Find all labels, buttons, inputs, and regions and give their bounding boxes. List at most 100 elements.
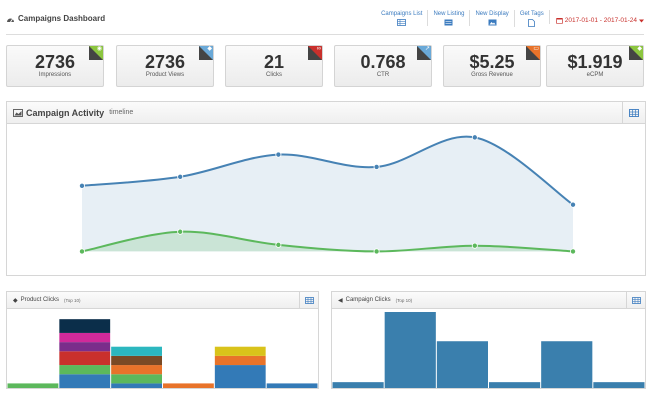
bar-segment (266, 383, 318, 388)
new-display-link[interactable]: New Display (469, 10, 513, 26)
bar-segment (7, 383, 59, 388)
data-point (177, 173, 184, 180)
dashboard-icon (7, 18, 14, 22)
bar (332, 382, 384, 388)
data-point (373, 248, 380, 255)
stat-product-views[interactable]: ◆ 2736 Product Views (116, 45, 214, 87)
stat-corner (417, 46, 431, 60)
caret-down-icon (639, 19, 644, 22)
data-point (570, 248, 577, 255)
data-point (275, 241, 282, 248)
tag-icon: ◆ (637, 46, 642, 52)
data-point (471, 242, 478, 249)
panel-title: Campaign Activity timeline (13, 108, 133, 118)
area-chart-icon (13, 108, 23, 117)
activity-subtitle: timeline (109, 109, 134, 116)
link-icon: ∞ (316, 46, 321, 52)
top-bar: Campaigns Dashboard Campaigns List New L… (6, 8, 644, 35)
bullhorn-icon: ◀ (338, 297, 343, 304)
stat-label: Impressions (38, 72, 72, 78)
table-view-button[interactable] (622, 102, 645, 123)
tag-icon: ◆ (13, 297, 18, 304)
money-icon: ▭ (533, 46, 539, 52)
bar (436, 341, 488, 388)
table-view-button[interactable] (299, 292, 318, 308)
data-point (373, 163, 380, 170)
stat-ecpm[interactable]: ◆ $1.919 eCPM (546, 45, 644, 87)
bar-segment (163, 383, 214, 388)
stat-clicks[interactable]: ∞ 21 Clicks (225, 45, 323, 87)
page-title-text: Campaigns Dashboard (18, 14, 106, 23)
image-icon (488, 19, 497, 26)
data-point (79, 182, 86, 189)
series-area (82, 136, 573, 252)
table-icon (304, 296, 314, 304)
stat-corner (199, 46, 213, 60)
stat-impressions[interactable]: ◉ 2736 Impressions (6, 45, 104, 87)
get-tags-link[interactable]: Get Tags (513, 10, 549, 27)
stat-value: 0.768 (360, 52, 406, 72)
bar (384, 312, 436, 388)
bar (593, 382, 645, 388)
series-line (81, 230, 574, 253)
campaigns-list-link[interactable]: Campaigns List (376, 10, 427, 26)
stat-value: $5.25 (469, 52, 515, 72)
panel-header: ◀ Campaign Clicks (Top 10) (332, 292, 645, 309)
bar-segment (59, 319, 111, 333)
bar-segment (59, 332, 111, 343)
panel-title: ◀ Campaign Clicks (Top 10) (338, 297, 412, 304)
new-listing-label: New Listing (433, 11, 465, 17)
stat-corner (89, 46, 103, 60)
share-icon: ↗ (424, 46, 430, 52)
document-icon (528, 19, 536, 27)
list-icon (444, 19, 453, 26)
campaign-clicks-subtitle: (Top 10) (395, 297, 413, 303)
product-clicks-subtitle: (Top 10) (63, 297, 81, 303)
activity-title: Campaign Activity (26, 107, 105, 118)
stat-label: Gross Revenue (471, 72, 513, 78)
data-point (570, 201, 577, 208)
stat-gross-revenue[interactable]: ▭ $5.25 Gross Revenue (443, 45, 541, 87)
table-view-button[interactable] (626, 292, 645, 308)
tag-icon: ◆ (207, 46, 212, 52)
bar-segment (59, 342, 111, 352)
stat-value: 21 (263, 52, 285, 72)
product-clicks-title: Product Clicks (20, 297, 59, 303)
stat-label: Clicks (266, 72, 282, 78)
panel-header: Campaign Activity timeline (7, 102, 645, 124)
product-clicks-chart (7, 319, 318, 388)
bar-segment (59, 351, 111, 366)
stat-corner (526, 46, 540, 60)
series-area (82, 231, 573, 252)
campaign-clicks-chart (332, 312, 645, 388)
stat-value: 2736 (144, 52, 186, 72)
page-title: Campaigns Dashboard (6, 14, 105, 23)
new-listing-link[interactable]: New Listing (427, 10, 469, 26)
data-point (79, 248, 86, 255)
stat-ctr[interactable]: ↗ 0.768 CTR (334, 45, 432, 87)
bar-segment (214, 346, 266, 356)
bar (541, 341, 593, 388)
stat-value: 2736 (34, 52, 76, 72)
panel-header: ◆ Product Clicks (Top 10) (7, 292, 318, 309)
date-range-picker[interactable]: 2017-01-01 - 2017-01-24 (548, 10, 644, 24)
product-clicks-panel: ◆ Product Clicks (Top 10) (6, 291, 319, 389)
bar (489, 382, 541, 388)
bar-segment (214, 355, 266, 366)
table-icon (397, 19, 407, 26)
bar-segment (111, 374, 162, 384)
get-tags-label: Get Tags (519, 11, 544, 17)
data-point (275, 151, 282, 158)
bar-segment (111, 365, 162, 375)
calendar-icon (556, 18, 563, 24)
stat-label: Product Views (145, 72, 185, 78)
campaign-clicks-panel: ◀ Campaign Clicks (Top 10) (331, 291, 646, 389)
data-point (177, 228, 184, 235)
stat-corner (308, 46, 322, 60)
campaign-clicks-title: Campaign Clicks (345, 297, 391, 303)
table-icon (629, 108, 639, 117)
bar-segment (111, 346, 162, 356)
panel-title: ◆ Product Clicks (Top 10) (13, 297, 80, 304)
stat-value: $1.919 (567, 52, 623, 72)
bar-segment (59, 365, 111, 375)
